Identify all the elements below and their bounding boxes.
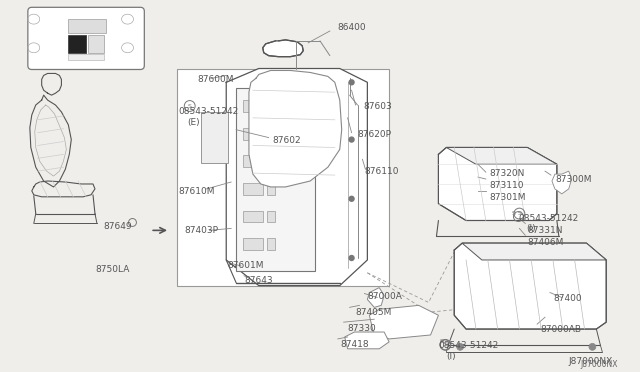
Text: 8750LA: 8750LA bbox=[95, 265, 129, 274]
Text: S: S bbox=[517, 211, 522, 216]
Polygon shape bbox=[263, 40, 303, 57]
Text: 87000AB: 87000AB bbox=[540, 325, 581, 334]
Bar bbox=[267, 183, 275, 195]
Text: (I): (I) bbox=[446, 352, 456, 361]
Text: 87610M: 87610M bbox=[178, 187, 214, 196]
Text: 08543-51242: 08543-51242 bbox=[438, 341, 499, 350]
Bar bbox=[88, 35, 104, 53]
Text: 87300M: 87300M bbox=[555, 175, 591, 184]
Text: 87603: 87603 bbox=[364, 102, 392, 111]
Text: 87602: 87602 bbox=[273, 136, 301, 145]
Bar bbox=[267, 155, 275, 167]
Text: (I): (I) bbox=[526, 224, 536, 234]
Text: 87400: 87400 bbox=[553, 294, 582, 302]
Text: 87403P: 87403P bbox=[185, 227, 219, 235]
Bar bbox=[267, 128, 275, 140]
Bar bbox=[243, 183, 263, 195]
Text: 87406M: 87406M bbox=[527, 238, 564, 247]
Bar bbox=[177, 68, 389, 286]
Text: 87405M: 87405M bbox=[356, 308, 392, 317]
Text: 86400: 86400 bbox=[338, 23, 366, 32]
Bar bbox=[243, 211, 263, 222]
Bar bbox=[243, 155, 263, 167]
Text: 08543-51242: 08543-51242 bbox=[179, 107, 239, 116]
Text: 87643: 87643 bbox=[244, 276, 273, 285]
Text: 08543-51242: 08543-51242 bbox=[518, 214, 579, 222]
Polygon shape bbox=[249, 70, 342, 187]
Polygon shape bbox=[345, 332, 389, 349]
Circle shape bbox=[457, 343, 463, 350]
Text: S: S bbox=[444, 342, 447, 347]
Polygon shape bbox=[446, 147, 557, 164]
Bar bbox=[200, 112, 228, 163]
Text: 87649: 87649 bbox=[104, 222, 132, 231]
Text: 87000A: 87000A bbox=[367, 292, 403, 301]
Text: J87000NX: J87000NX bbox=[580, 360, 618, 369]
Text: 87601M: 87601M bbox=[227, 261, 264, 270]
Polygon shape bbox=[462, 243, 606, 260]
Bar bbox=[236, 88, 315, 271]
Circle shape bbox=[589, 343, 596, 350]
Text: S: S bbox=[440, 339, 444, 344]
Text: 873110: 873110 bbox=[490, 181, 524, 190]
Bar bbox=[68, 35, 86, 53]
Text: (E): (E) bbox=[187, 118, 200, 127]
Text: 87320N: 87320N bbox=[490, 169, 525, 178]
Text: 87331N: 87331N bbox=[527, 227, 563, 235]
Text: 87330: 87330 bbox=[348, 324, 376, 333]
Text: 876110: 876110 bbox=[364, 167, 399, 176]
Text: J87000NX: J87000NX bbox=[569, 357, 613, 366]
Text: 87600M: 87600M bbox=[198, 76, 234, 84]
Bar bbox=[68, 19, 106, 33]
Text: S: S bbox=[511, 211, 515, 216]
Bar bbox=[243, 128, 263, 140]
Polygon shape bbox=[438, 147, 557, 221]
Polygon shape bbox=[369, 305, 438, 339]
Bar bbox=[267, 238, 275, 250]
Text: 87301M: 87301M bbox=[490, 193, 526, 202]
Circle shape bbox=[349, 256, 354, 260]
Bar bbox=[243, 238, 263, 250]
Polygon shape bbox=[226, 68, 367, 286]
Polygon shape bbox=[367, 288, 384, 307]
Circle shape bbox=[349, 137, 354, 142]
Text: S: S bbox=[188, 103, 191, 109]
Polygon shape bbox=[454, 243, 606, 329]
Bar bbox=[267, 211, 275, 222]
Bar bbox=[68, 54, 104, 60]
Circle shape bbox=[349, 80, 354, 85]
Polygon shape bbox=[552, 171, 572, 194]
Bar bbox=[243, 100, 263, 112]
FancyBboxPatch shape bbox=[28, 7, 144, 70]
Text: 87418: 87418 bbox=[340, 340, 369, 349]
Text: 87620P: 87620P bbox=[358, 130, 392, 139]
Circle shape bbox=[349, 196, 354, 201]
Bar bbox=[267, 100, 275, 112]
